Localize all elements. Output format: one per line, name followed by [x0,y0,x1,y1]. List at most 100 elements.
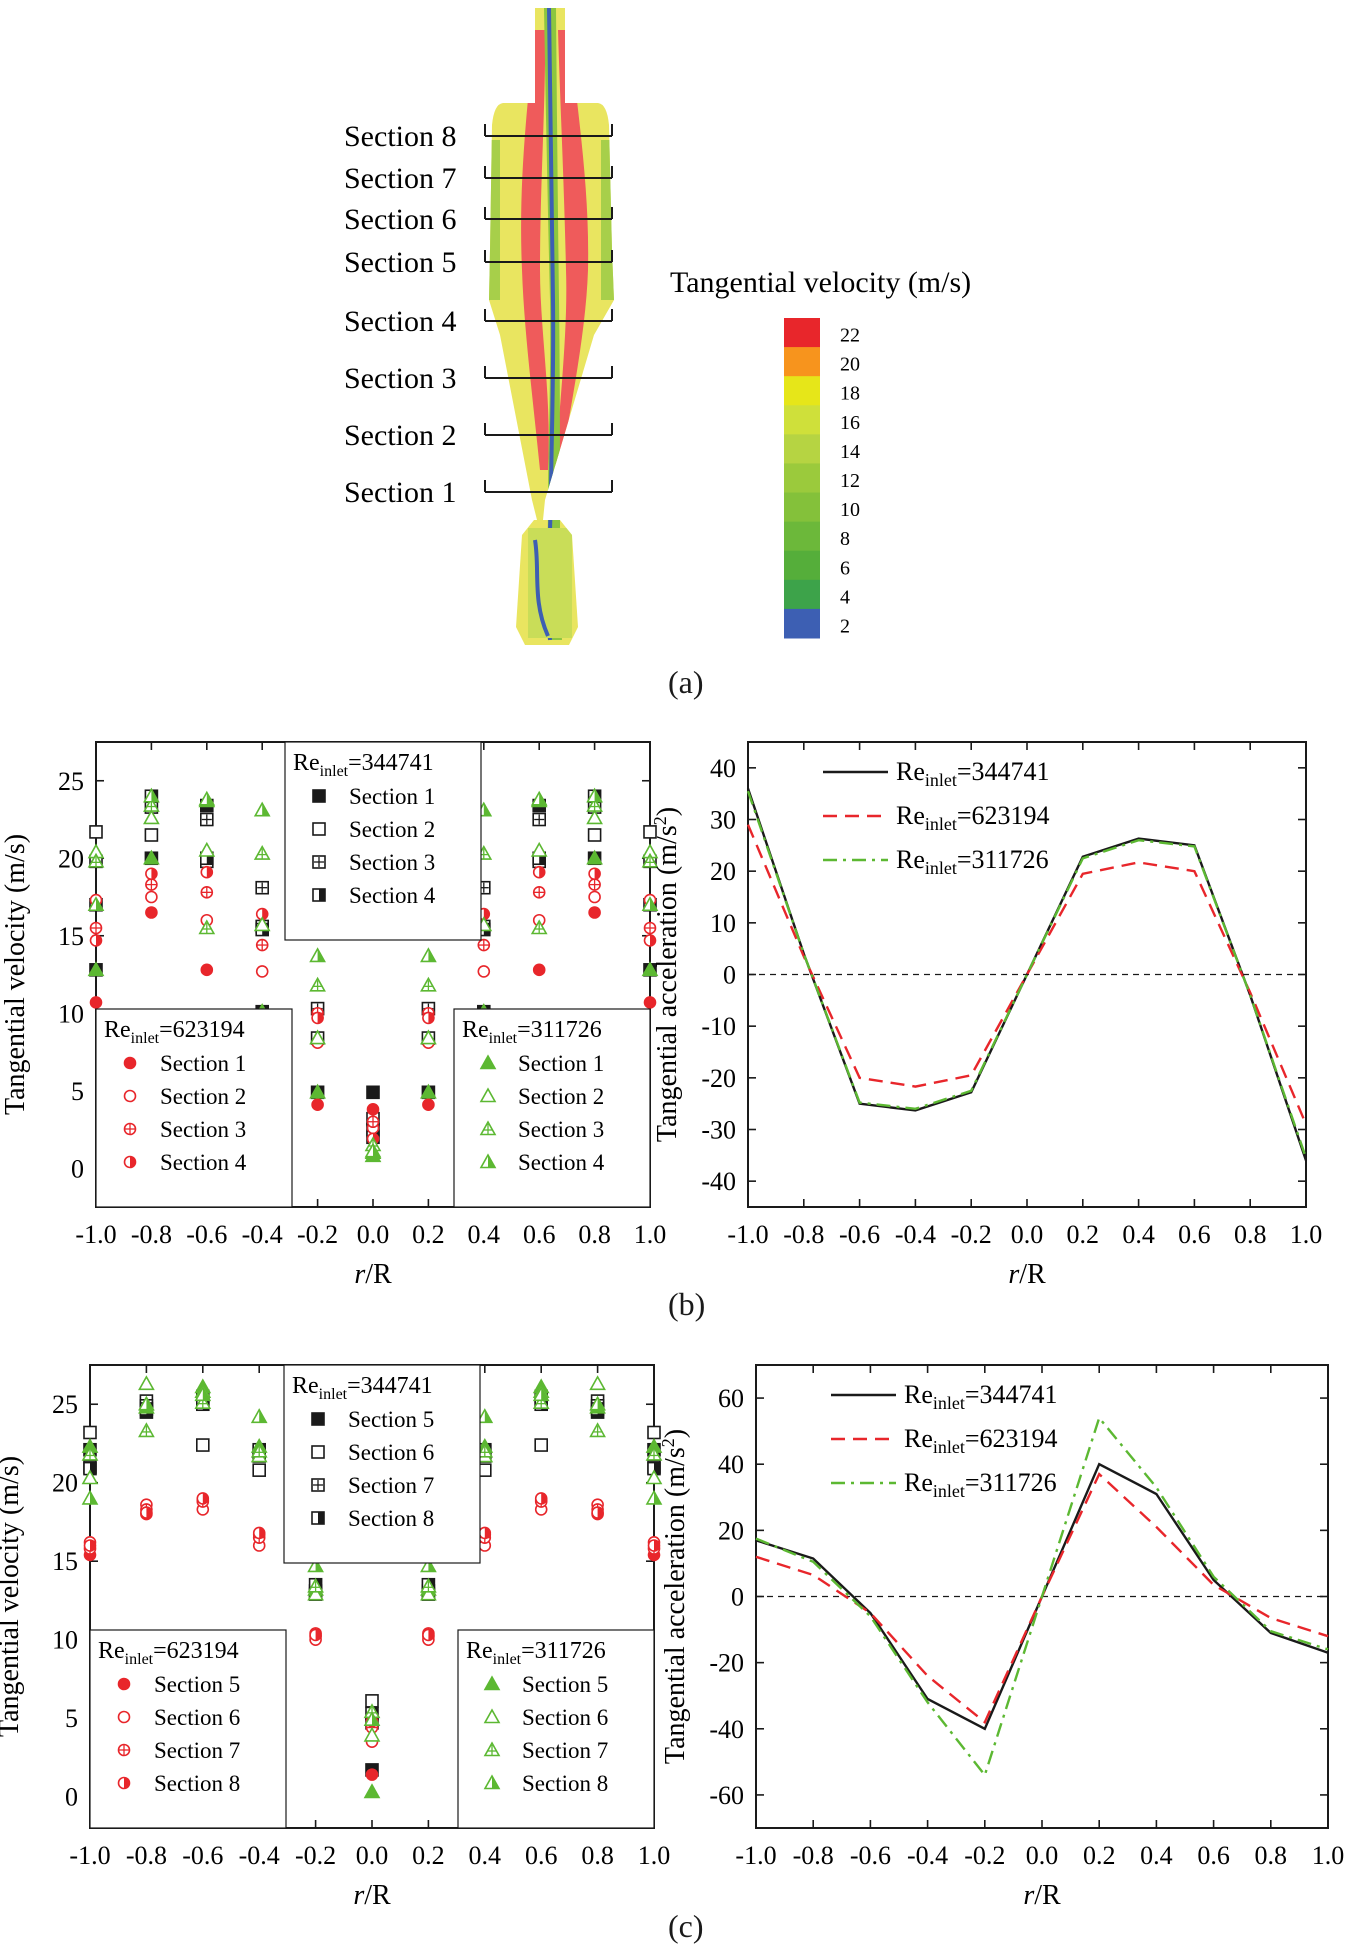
colorbar-swatch [784,405,820,435]
y-tick-label: 0 [731,1583,744,1612]
data-point-half [130,1156,136,1168]
legend: Reinlet=344741 Reinlet=623194 Reinlet=3117… [831,1380,1058,1501]
x-tick-label: -0.2 [964,1841,1005,1870]
data-point [641,961,659,977]
data-point [81,1469,99,1485]
data-point [483,1675,501,1691]
data-point [647,1425,661,1440]
x-tick-label: 0.8 [1234,1220,1267,1249]
y-tick-label: 10 [710,909,736,938]
data-point-half [262,908,268,920]
data-point-half [317,948,325,962]
x-tick-label: 0.2 [1067,1220,1100,1249]
legend-title: Reinlet=344741 [293,750,434,780]
x-tick-label: 0.4 [469,1841,502,1870]
data-point [200,963,214,977]
legend-label: Section 8 [522,1771,608,1796]
y-tick-label: 40 [718,1450,744,1479]
colorbar-swatch [784,318,820,348]
x-tick-label: -0.6 [182,1841,223,1870]
x-tick-label: 0.4 [468,1220,501,1249]
legend-title: Reinlet=623194 [904,1424,1058,1457]
data-point [123,1089,137,1103]
x-tick-label: -0.4 [907,1841,948,1870]
data-point [307,1585,324,1601]
colorbar-swatch [784,434,820,464]
y-tick-label: 10 [58,999,84,1028]
data-point-half [541,1492,547,1504]
legend-label: Section 6 [522,1705,608,1730]
chart-c-right: -1.0 -0.8 -0.6 -0.4 -0.2 0.0 0.2 0.4 0.6 0.8 1.0 -6… [658,1364,1344,1911]
y-tick-label: 15 [58,922,84,951]
data-point [143,849,160,865]
x-tick-label: 0.2 [1083,1841,1116,1870]
data-point-half [539,866,545,878]
y-tick-label: 25 [58,767,84,796]
cyclone-contour: Section 8 Section 7 Section 6 Section 5 Sect… [344,8,971,645]
colorbar-label: 18 [840,383,860,405]
data-point [117,1677,131,1691]
legend-344741: Reinlet=344741 Section 1 Section 2 Section … [284,741,482,941]
y-tick-label: 10 [52,1626,78,1655]
section-label: Section 6 [344,203,457,236]
data-point [312,822,326,836]
data-point [311,1098,324,1111]
y-tick-label: 0 [723,961,736,990]
colorbar-swatch [784,492,820,523]
y-tick-label: -20 [701,1064,736,1093]
data-point-half [315,1629,322,1641]
x-tick-label: 0.8 [578,1220,611,1249]
section-lines: Section 8 Section 7 Section 6 Section 5 Sect… [344,120,613,509]
x-tick-label: -0.4 [242,1220,283,1249]
data-point [643,825,657,839]
charts: -1.0 -0.8 -0.6 -0.4 -0.2 0.0 0.2 0.4 0.6 0.8 1.0 0 5… [0,741,1344,1911]
data-point-half [597,1507,604,1519]
section-label: Section 1 [344,476,457,509]
x-tick-label: -0.6 [850,1841,891,1870]
y-tick-label: 20 [718,1516,744,1545]
data-point [588,890,601,904]
data-point-half [654,1539,660,1551]
y-tick-label: 25 [52,1390,78,1419]
data-point-half [373,1144,380,1157]
data-point [420,1585,437,1601]
data-point [422,1098,435,1111]
colorbar-label: 8 [840,528,850,550]
data-point-half [202,1387,210,1401]
data-point [479,1054,497,1070]
data-point-half [90,1491,97,1504]
y-tick-label: 60 [718,1384,744,1413]
x-tick-label: -0.2 [295,1841,336,1870]
legend-label: Section 4 [518,1150,605,1175]
y-axis-label: Tangential acceleration (m/s2) [650,807,683,1142]
legend-label: Section 3 [349,850,435,875]
contour-red-left [521,30,549,470]
section-label: Section 4 [344,305,457,338]
legend-label: Section 8 [348,1506,434,1531]
legend-title: Reinlet=311726 [462,1017,602,1047]
x-tick-label: -0.6 [839,1220,880,1249]
legend-label: Section 1 [160,1051,246,1076]
contour-blue-dustbin [533,539,550,637]
colorbar-label: 12 [840,470,860,492]
data-point [89,825,103,839]
data-point [123,1056,137,1070]
data-point [420,1029,437,1045]
colorbar: 22 20 18 16 14 12 10 8 6 4 2 [784,318,860,639]
y-tick-label: 40 [710,754,736,783]
panel-label-a: (a) [668,664,704,700]
data-point-half [90,1539,96,1551]
data-point [311,1445,325,1459]
legend-label: Section 5 [154,1672,240,1697]
data-point [483,1708,501,1724]
data-point-half [319,889,325,901]
x-tick-label: -0.4 [895,1220,936,1249]
legend-title: Reinlet=623194 [104,1017,245,1047]
legend-label: Section 8 [154,1771,240,1796]
y-tick-label: -40 [701,1167,736,1196]
x-tick-label: 0.6 [1197,1841,1230,1870]
y-tick-label: 0 [71,1154,84,1183]
x-tick-label: -1.0 [75,1220,116,1249]
data-point-half [428,1012,434,1024]
